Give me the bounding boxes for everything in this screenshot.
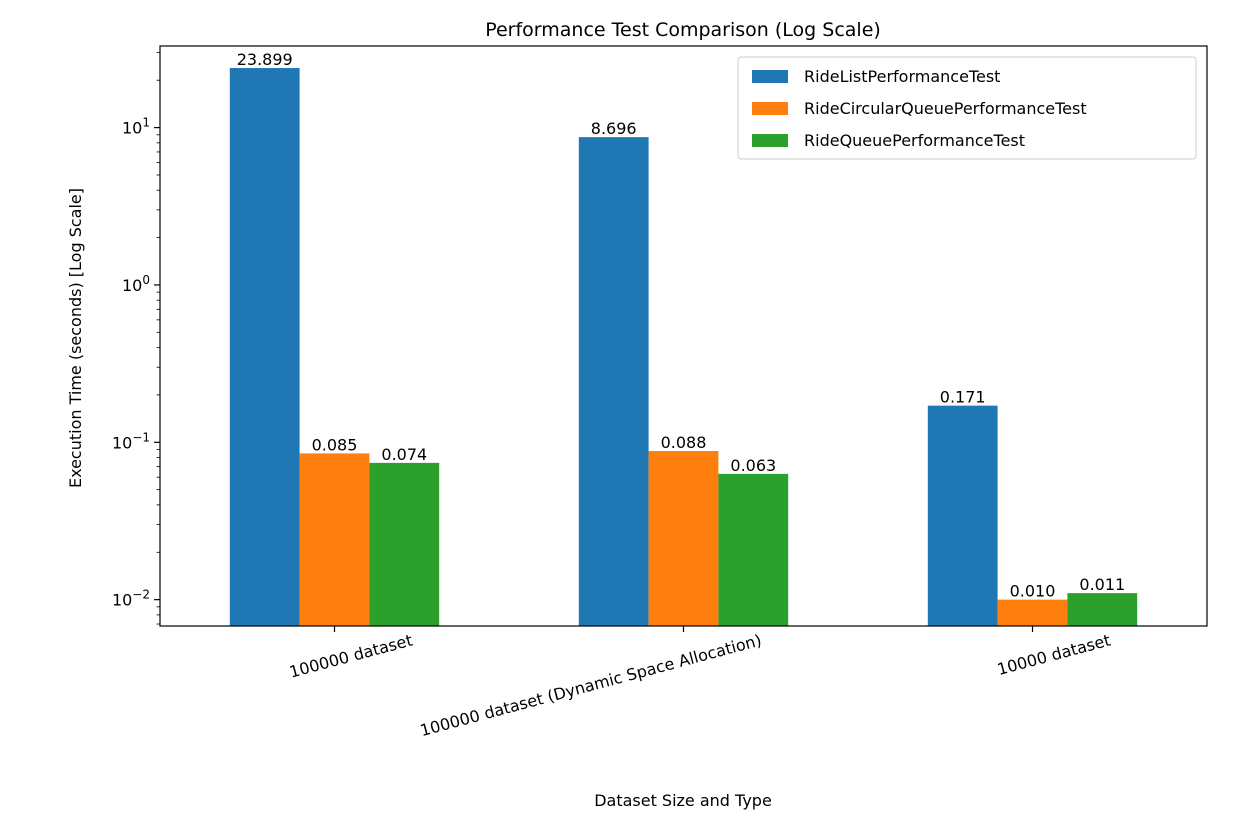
data-labels-layer: 23.899 8.696 0.171 0.085 0.088 0.010 0.074 0.06… <box>237 50 1125 601</box>
bar-2-2 <box>648 451 719 626</box>
bar-2-3 <box>997 599 1068 626</box>
x-tick-label: 100000 dataset (Dynamic Space Allocation… <box>418 631 763 741</box>
y-axis: 10−2 10−1 100 101 <box>112 52 160 625</box>
legend-label: RideQueuePerformanceTest <box>804 131 1025 150</box>
y-axis-label: Execution Time (seconds) [Log Scale] <box>66 188 85 488</box>
data-label: 0.063 <box>730 456 776 475</box>
data-label: 8.696 <box>591 119 637 138</box>
x-axis-label: Dataset Size and Type <box>594 791 772 810</box>
bar-2-1 <box>299 453 370 626</box>
data-label: 0.171 <box>940 388 986 407</box>
data-label: 23.899 <box>237 50 293 69</box>
y-tick-label: 100 <box>122 273 150 295</box>
y-tick-label: 101 <box>122 116 150 138</box>
bar-1-1 <box>229 68 300 626</box>
data-label: 0.085 <box>312 435 358 454</box>
legend-frame <box>737 56 1197 160</box>
data-label: 0.011 <box>1079 575 1125 594</box>
bar-3-3 <box>1067 593 1138 626</box>
bar-3-2 <box>718 473 789 626</box>
x-tick-label: 100000 dataset <box>287 631 414 682</box>
legend-swatch <box>752 102 788 115</box>
data-label: 0.088 <box>661 433 707 452</box>
plot-area-frame <box>159 45 1208 627</box>
data-label: 0.010 <box>1010 582 1056 601</box>
legend-swatch <box>752 70 788 83</box>
chart-title: Performance Test Comparison (Log Scale) <box>485 19 881 41</box>
data-label: 0.074 <box>381 445 427 464</box>
legend-swatch <box>752 134 788 147</box>
bar-1-2 <box>578 137 649 626</box>
legend: RideListPerformanceTest RideCircularQueue… <box>737 56 1197 160</box>
x-tick-label: 10000 dataset <box>995 631 1112 680</box>
y-tick-label: 10−1 <box>112 430 150 452</box>
bars-layer <box>229 68 1138 626</box>
bar-1-3 <box>927 405 998 626</box>
bar-3-1 <box>369 462 440 626</box>
x-axis: 100000 dataset 100000 dataset (Dynamic Sp… <box>287 626 1113 741</box>
legend-label: RideCircularQueuePerformanceTest <box>804 99 1087 118</box>
y-tick-label: 10−2 <box>112 588 150 610</box>
legend-label: RideListPerformanceTest <box>804 67 1000 86</box>
